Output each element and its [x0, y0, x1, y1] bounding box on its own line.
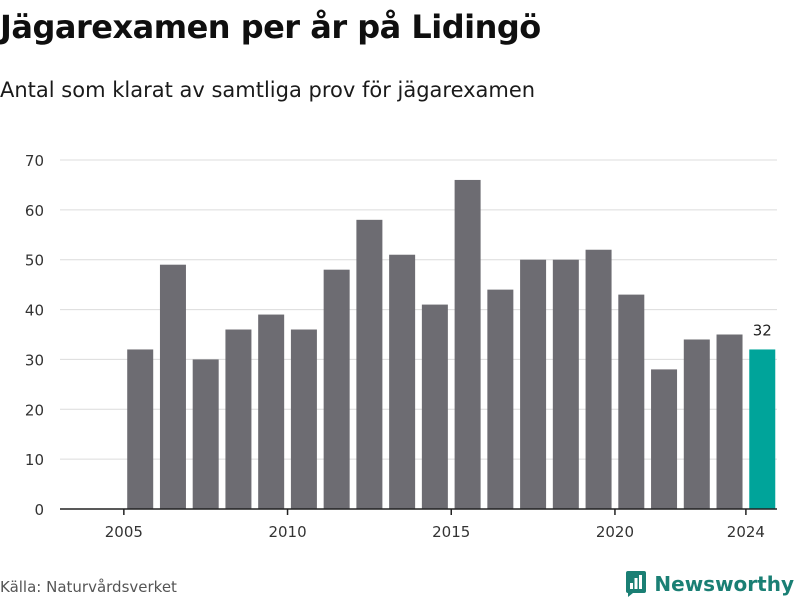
bars	[127, 179, 776, 510]
chart-title: Jägarexamen per år på Lidingö	[0, 8, 541, 46]
chart-subtitle: Antal som klarat av samtliga prov för jä…	[0, 78, 536, 102]
labels: 0 10 20 30 40 50 60 70 32 2005 2010 2015 2020 2024	[25, 152, 772, 541]
bar	[258, 314, 285, 509]
brand-logo: Newsworthy	[624, 570, 794, 598]
bar	[225, 329, 252, 509]
bar-data-label: 32	[753, 321, 772, 339]
source-note: Källa: Naturvårdsverket	[0, 578, 177, 596]
bar	[192, 359, 219, 509]
x-tick-label: 2010	[268, 523, 306, 541]
x-tick-label: 2005	[105, 523, 143, 541]
bar	[520, 259, 547, 509]
bar	[487, 289, 514, 509]
x-tick-label: 2020	[596, 523, 634, 541]
bar	[618, 294, 645, 509]
bar	[127, 349, 154, 509]
brand-name: Newsworthy	[654, 572, 794, 596]
y-tick-label: 10	[25, 451, 44, 469]
axes	[60, 508, 777, 515]
bar	[159, 264, 186, 509]
y-tick-label: 60	[25, 202, 44, 220]
bar-chart: 0 10 20 30 40 50 60 70 32 2005 2010 2015 2020 2024	[25, 152, 777, 541]
x-tick-label: 2024	[727, 523, 765, 541]
y-tick-label: 30	[25, 351, 44, 369]
bar	[585, 249, 612, 509]
bar	[716, 334, 743, 509]
bar	[651, 369, 678, 509]
y-tick-label: 20	[25, 401, 44, 419]
x-tick-label: 2015	[432, 523, 470, 541]
bar	[389, 254, 416, 509]
bar	[323, 269, 350, 509]
bar	[454, 179, 481, 509]
bar-highlight	[749, 349, 776, 509]
bar	[356, 219, 383, 510]
y-tick-label: 70	[25, 152, 44, 170]
y-tick-label: 40	[25, 302, 44, 320]
bar	[421, 304, 448, 509]
bar	[683, 339, 710, 509]
bar-chart-logo-icon	[626, 571, 647, 597]
bar	[290, 329, 317, 509]
y-tick-label: 50	[25, 252, 44, 270]
y-tick-label: 0	[34, 501, 44, 519]
bar	[552, 259, 579, 509]
